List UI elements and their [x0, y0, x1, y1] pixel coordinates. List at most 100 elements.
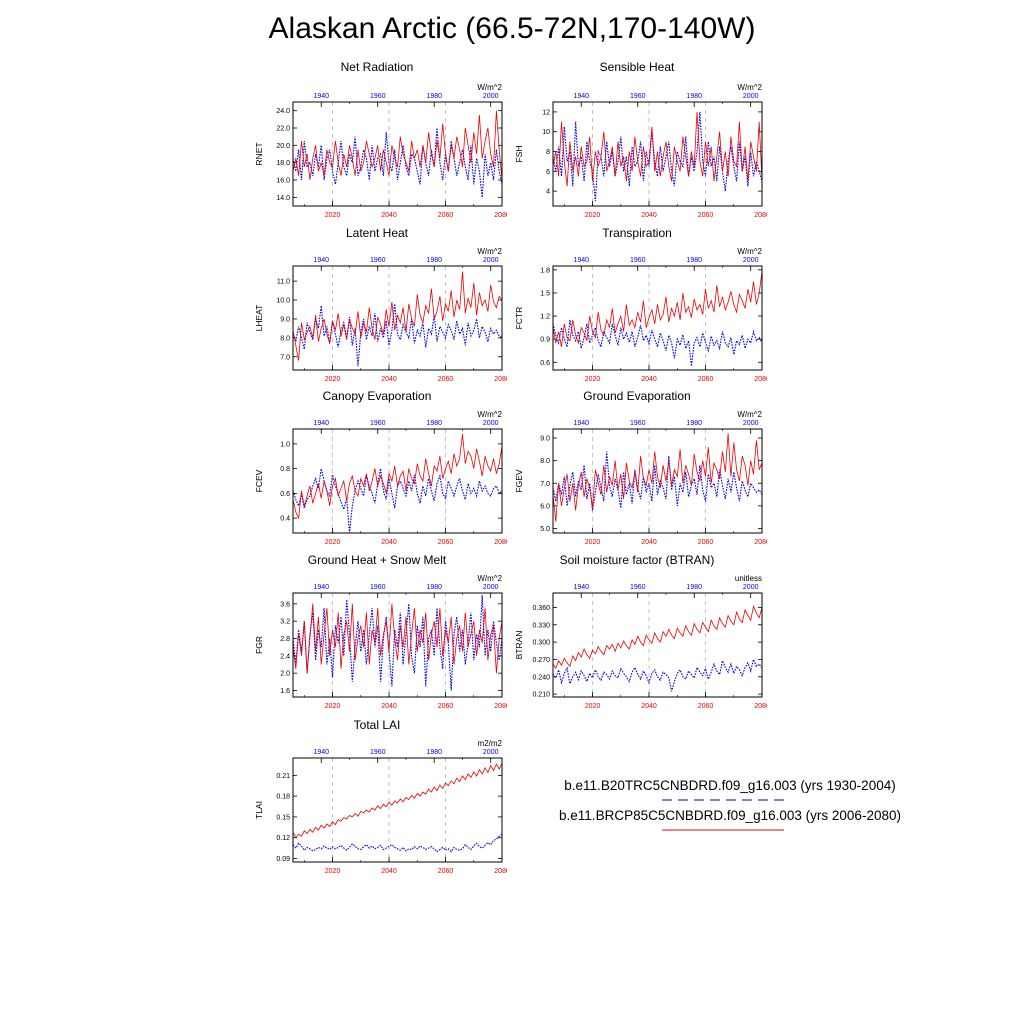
y-tick-label: 3.2: [280, 619, 290, 626]
x-top-tick-label: 2000: [743, 93, 759, 100]
chart-panel: Ground Evaporation W/m^2 5.0 6.0 7.0 8.0 9.0 19…: [507, 387, 767, 547]
y-tick-label: 0.330: [532, 622, 550, 629]
x-top-tick-label: 1980: [686, 584, 702, 591]
chart-panel: Total LAI m2/m2 0.09 0.12 0.15 0.18 0.21 1940 19…: [247, 716, 507, 876]
y-tick-label: 10: [542, 129, 550, 136]
y-tick-label: 2.4: [280, 653, 290, 660]
y-tick-label: 0.09: [276, 856, 290, 863]
x-top-tick-label: 1960: [630, 584, 646, 591]
x-bottom-tick-label: 2020: [585, 703, 601, 710]
x-top-tick-label: 1980: [426, 420, 442, 427]
y-tick-label: 0.6: [280, 491, 290, 498]
x-top-tick-label: 1940: [313, 257, 329, 264]
panel-title: Net Radiation: [340, 60, 414, 74]
x-bottom-tick-label: 2040: [381, 703, 397, 710]
y-tick-label: 11.0: [277, 279, 290, 286]
plot-frame: [552, 101, 763, 207]
legend-historical-label: b.e11.B20TRC5CNBDRD.f09_g16.003 (yrs 193…: [564, 778, 896, 793]
y-tick-label: 6: [546, 169, 550, 176]
y-tick-label: 7.0: [540, 481, 550, 488]
x-top-tick-label: 1980: [426, 257, 442, 264]
x-top-tick-label: 2000: [483, 93, 499, 100]
x-top-tick-label: 2000: [483, 749, 499, 756]
x-top-tick-label: 1940: [573, 584, 589, 591]
x-bottom-tick-label: 2080: [494, 212, 507, 219]
x-bottom-tick-label: 2080: [494, 703, 507, 710]
x-top-tick-label: 1980: [426, 749, 442, 756]
x-bottom-tick-label: 2060: [698, 703, 714, 710]
y-axis-label: FCTR: [514, 307, 524, 330]
x-top-tick-label: 1980: [426, 584, 442, 591]
x-bottom-tick-label: 2020: [325, 703, 341, 710]
y-tick-label: 0.8: [280, 466, 290, 473]
x-top-tick-label: 1960: [370, 93, 386, 100]
y-tick-label: 0.15: [276, 814, 290, 821]
x-bottom-tick-label: 2060: [698, 212, 714, 219]
chart-panel: Latent Heat W/m^2 7.0 8.0 9.0 10.0 11.0 1940 196…: [247, 224, 507, 384]
units-label: W/m^2: [477, 83, 502, 92]
x-bottom-tick-label: 2080: [754, 376, 767, 383]
series-line-future: [553, 604, 762, 669]
y-axis-label: TLAI: [254, 801, 264, 819]
x-top-tick-label: 1960: [630, 420, 646, 427]
series-line-historical: [293, 127, 502, 198]
y-tick-label: 22.0: [276, 126, 290, 133]
y-tick-label: 5.0: [540, 526, 550, 533]
x-bottom-tick-label: 2080: [754, 539, 767, 546]
plot-frame: [292, 265, 503, 371]
x-bottom-tick-label: 2040: [381, 868, 397, 875]
plot-frame: [292, 428, 503, 534]
y-tick-label: 0.18: [276, 794, 290, 801]
y-tick-label: 9.0: [540, 436, 550, 443]
legend-historical-line: [662, 799, 784, 801]
x-bottom-tick-label: 2080: [494, 868, 507, 875]
panel-plot: W/m^2 0.6 0.9 1.2 1.5 1.8 1940 1960 1980 2000 2020…: [514, 247, 767, 383]
x-top-tick-label: 1960: [630, 257, 646, 264]
series-line-future: [293, 433, 502, 520]
x-top-tick-label: 1940: [313, 93, 329, 100]
units-label: W/m^2: [737, 247, 762, 256]
x-bottom-tick-label: 2060: [438, 376, 454, 383]
x-top-tick-label: 2000: [483, 584, 499, 591]
chart-panel: Net Radiation W/m^2 14.0 16.0 18.0 20.0 22.0 24…: [247, 60, 507, 220]
y-tick-label: 18.0: [276, 160, 290, 167]
x-bottom-tick-label: 2020: [325, 212, 341, 219]
panel-plot: W/m^2 14.0 16.0 18.0 20.0 22.0 24.0 1940 1960 198…: [254, 83, 507, 219]
units-label: W/m^2: [477, 410, 502, 419]
y-axis-label: FGEV: [514, 469, 524, 492]
x-top-tick-label: 2000: [743, 257, 759, 264]
x-top-tick-label: 2000: [483, 257, 499, 264]
series-line-future: [293, 762, 502, 839]
x-top-tick-label: 1960: [630, 93, 646, 100]
panel-title: Latent Heat: [345, 226, 409, 240]
x-bottom-tick-label: 2060: [438, 539, 454, 546]
x-bottom-tick-label: 2060: [438, 868, 454, 875]
x-bottom-tick-label: 2060: [698, 376, 714, 383]
y-tick-label: 0.4: [280, 516, 290, 523]
x-bottom-tick-label: 2080: [754, 703, 767, 710]
y-tick-label: 0.12: [276, 835, 290, 842]
panel-plot: m2/m2 0.09 0.12 0.15 0.18 0.21 1940 1960 1980 200…: [254, 739, 507, 875]
panel-title: Soil moisture factor (BTRAN): [559, 553, 715, 567]
y-tick-label: 8.0: [540, 458, 550, 465]
x-top-tick-label: 1980: [686, 93, 702, 100]
y-tick-label: 0.240: [532, 674, 550, 681]
series-line-future: [293, 603, 502, 674]
y-tick-label: 0.300: [532, 640, 550, 647]
plot-frame: [292, 101, 503, 207]
x-bottom-tick-label: 2060: [438, 212, 454, 219]
x-bottom-tick-label: 2080: [494, 376, 507, 383]
x-top-tick-label: 1960: [370, 584, 386, 591]
x-bottom-tick-label: 2040: [381, 376, 397, 383]
x-bottom-tick-label: 2020: [325, 376, 341, 383]
series-line-historical: [553, 111, 762, 202]
plot-frame: [552, 428, 763, 534]
y-tick-label: 1.8: [540, 267, 550, 274]
x-bottom-tick-label: 2080: [494, 539, 507, 546]
y-tick-label: 9.0: [280, 316, 290, 323]
x-top-tick-label: 1960: [370, 749, 386, 756]
y-tick-label: 6.0: [540, 503, 550, 510]
chart-panel: Sensible Heat W/m^2 4 6 8 10 12 1940 1960 1980 200…: [507, 60, 767, 220]
x-bottom-tick-label: 2020: [585, 539, 601, 546]
y-tick-label: 14.0: [276, 195, 290, 202]
